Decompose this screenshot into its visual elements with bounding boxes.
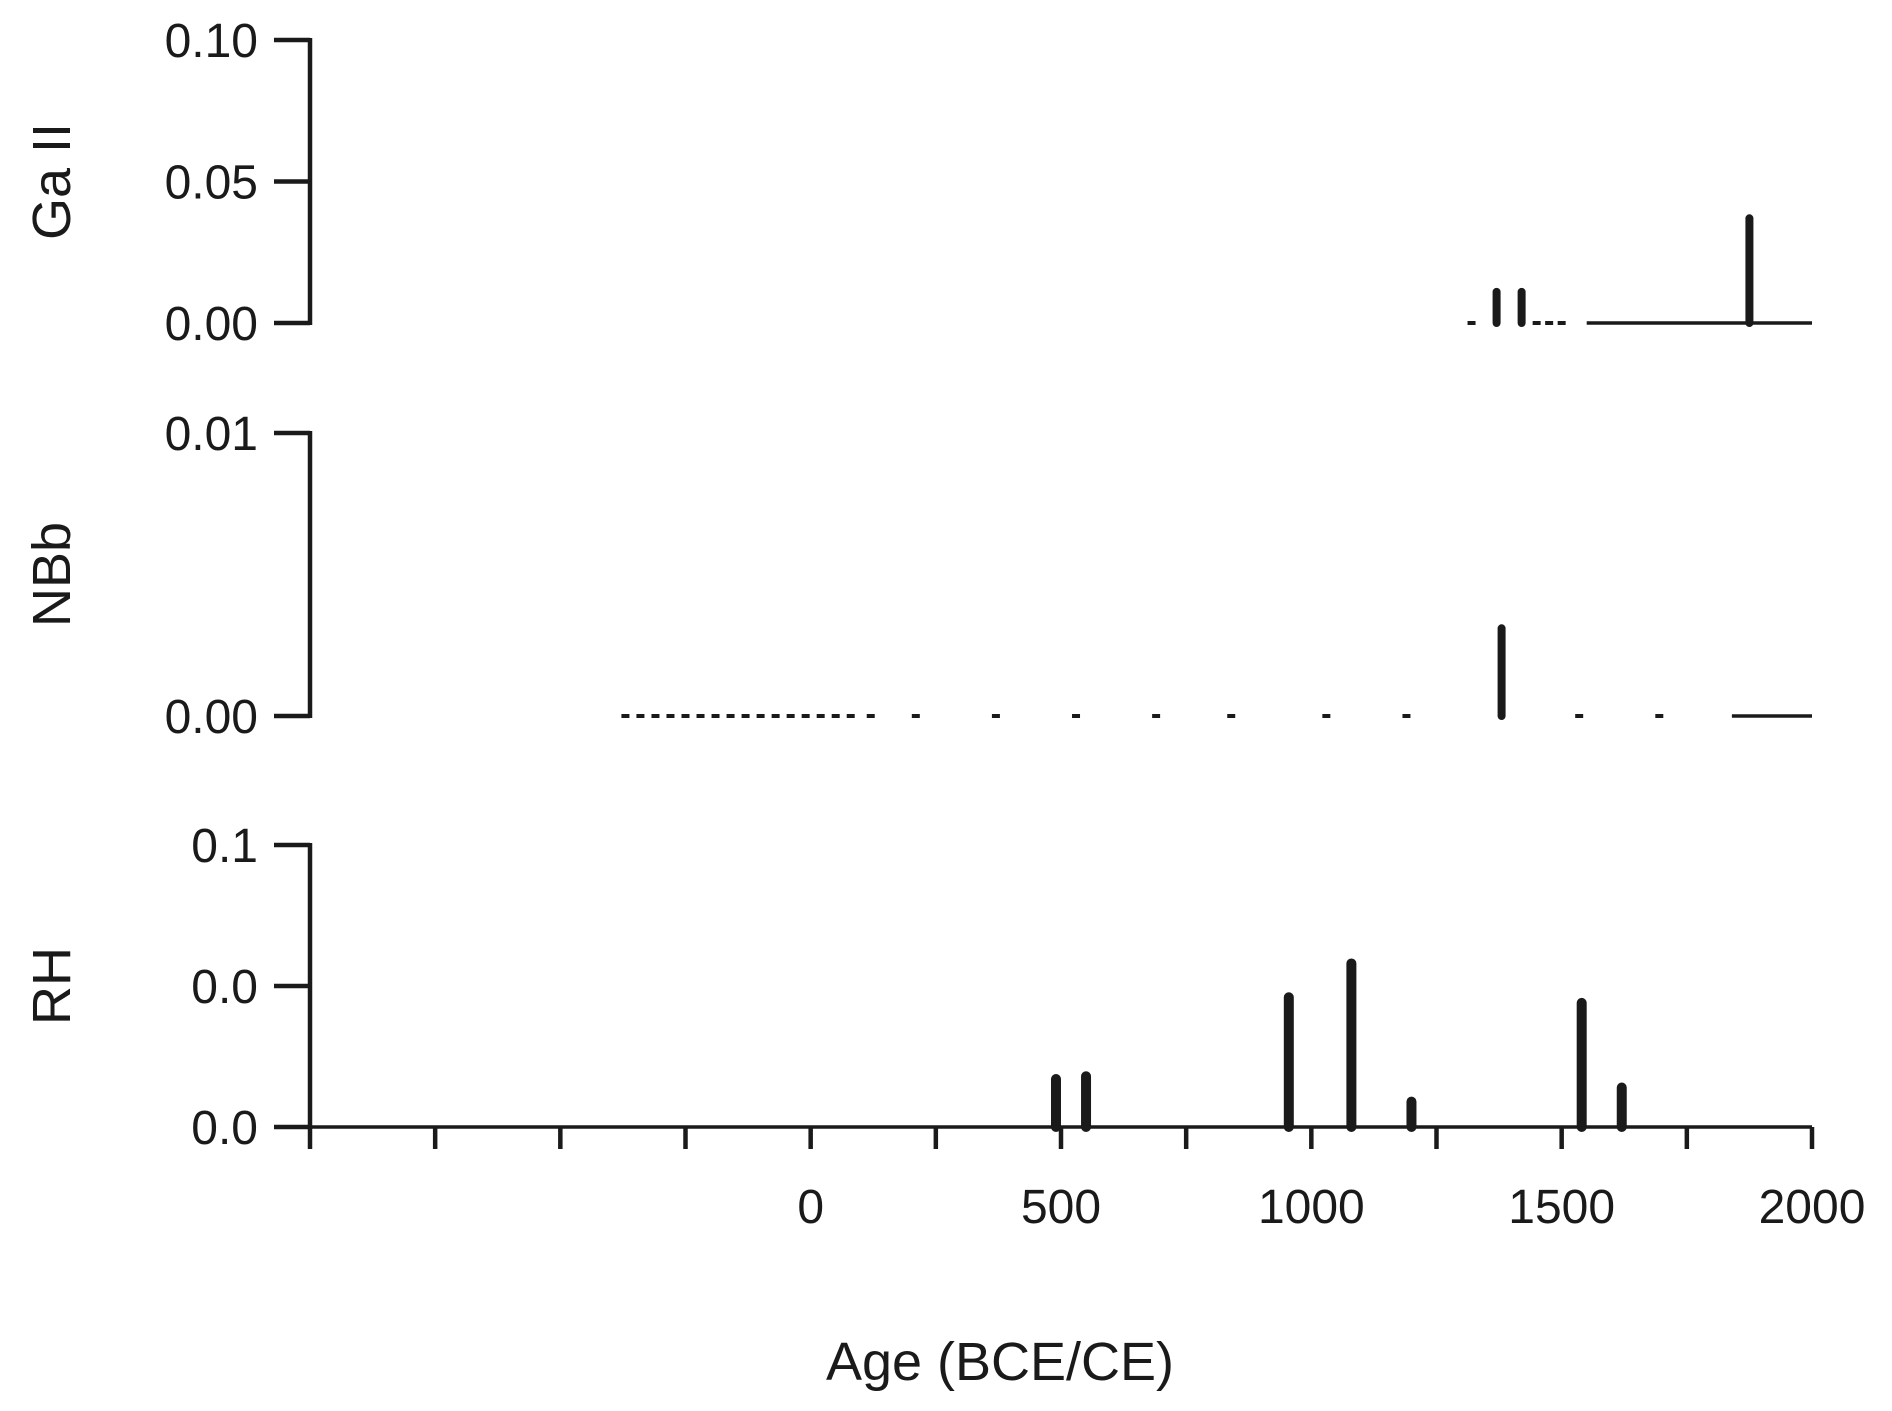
y-tick-label: 0.0	[191, 1102, 258, 1155]
y-tick-label: 0.01	[165, 408, 258, 461]
y-axis-title: NBb	[22, 522, 82, 627]
panel-rh: 0.0 0.0 0.1 RH	[22, 820, 1812, 1155]
y-tick-label: 0.1	[191, 820, 258, 873]
x-tick-label: 2000	[1759, 1181, 1866, 1234]
x-tick-label: 1000	[1258, 1181, 1365, 1234]
y-tick-label: 0.10	[165, 15, 258, 68]
x-tick-label: 0	[797, 1181, 824, 1234]
x-tick-label: 500	[1021, 1181, 1101, 1234]
x-axis-title: Age (BCE/CE)	[826, 1332, 1174, 1392]
y-tick-label: 0.0	[191, 961, 258, 1014]
y-axis-title: Ga II	[22, 123, 82, 240]
x-tick-label: 1500	[1508, 1181, 1615, 1234]
y-tick-label: 0.05	[165, 157, 258, 210]
y-axis-title: RH	[22, 947, 82, 1025]
y-tick-label: 0.00	[165, 298, 258, 351]
x-axis: 0 500 1000 1500 2000	[307, 1127, 1866, 1234]
y-tick-label: 0.00	[165, 691, 258, 744]
panel-ga-ii: 0.00 0.05 0.10 Ga II	[22, 15, 1812, 351]
panel-nbb: 0.00 0.01 NBb	[22, 408, 1812, 744]
